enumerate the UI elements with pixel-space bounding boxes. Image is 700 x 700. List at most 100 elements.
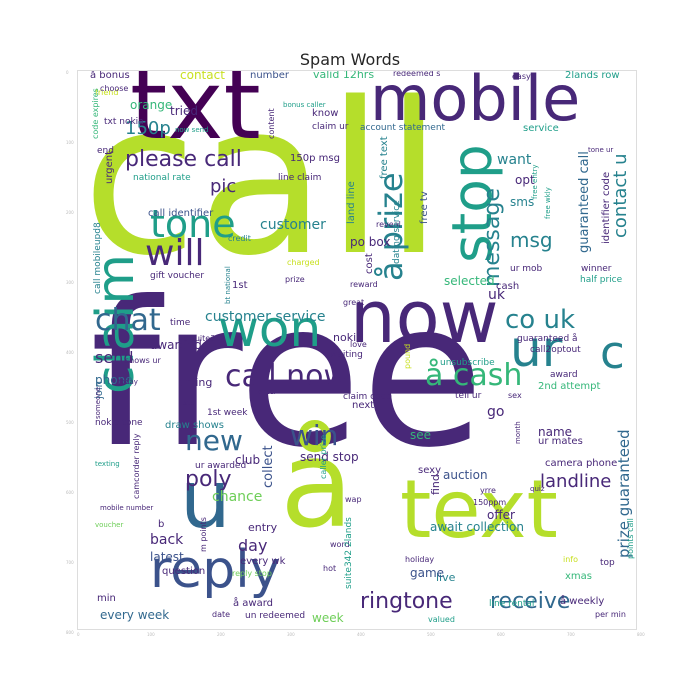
word: hot [323, 564, 337, 574]
word: go [487, 404, 505, 421]
word: gift voucher [150, 270, 205, 281]
word: today [118, 378, 138, 387]
word: charged [287, 258, 320, 268]
word: will [145, 232, 205, 274]
word: great [343, 298, 365, 308]
word: send [95, 348, 134, 368]
word: claim ur [312, 121, 349, 132]
word: 1st [232, 279, 248, 291]
word: win [290, 418, 339, 452]
word: customer [260, 217, 326, 234]
x-tick-label: 100 [147, 632, 155, 637]
word: claim code [343, 391, 392, 402]
word: call now [225, 359, 348, 395]
word: prize [285, 275, 305, 285]
word: line rental [489, 598, 535, 609]
word-cloud: call free txt mobile now text å reply claim stop w… [77, 70, 637, 630]
word: 150p msg [290, 152, 340, 164]
word: unsubscribe [440, 357, 495, 368]
word: name [538, 424, 573, 439]
word: awarded [150, 337, 202, 352]
word: min [97, 592, 116, 604]
word: ur [510, 320, 563, 378]
word: await collection [430, 519, 524, 534]
word: quiz [530, 485, 545, 494]
word: co uk [505, 304, 576, 335]
word: offer [487, 507, 515, 522]
word: std [183, 398, 196, 408]
word: holiday [405, 555, 435, 565]
word: enter [258, 388, 277, 397]
word: u [180, 453, 231, 547]
word: want [497, 152, 532, 169]
word: choose [100, 84, 129, 94]
word: date [212, 610, 231, 620]
word: latest [150, 549, 184, 564]
word: line claim [278, 172, 322, 183]
word: tone ur [588, 146, 614, 155]
word: shows ur [125, 356, 161, 366]
word: credit [228, 234, 251, 244]
word: number [250, 70, 290, 81]
word: 150p [125, 117, 171, 139]
word: won [218, 300, 322, 358]
word: tell ur [455, 390, 482, 401]
word: å cash [425, 358, 523, 394]
y-tick-label: 0 [66, 70, 69, 75]
word: txt nokia [104, 116, 144, 127]
x-tick-label: 700 [567, 632, 575, 637]
word: selected [444, 273, 495, 288]
word: back [150, 532, 184, 549]
word: friend [95, 88, 119, 98]
word: ringtone [360, 589, 453, 615]
word: chance [212, 489, 263, 506]
word: time [170, 317, 191, 328]
word: every week [100, 607, 170, 622]
plot-frame [77, 70, 637, 630]
word: phone [95, 372, 133, 387]
word: reveal [376, 220, 401, 230]
word: orange [130, 97, 173, 112]
word: national rate [133, 172, 191, 183]
word: landline [540, 470, 612, 492]
word: å weekly [560, 595, 605, 607]
word: chat [95, 303, 161, 339]
word: know [312, 107, 339, 119]
word: draw shows [165, 419, 224, 431]
word: now send [175, 126, 209, 135]
word: opt [515, 172, 535, 187]
word: msg [510, 227, 553, 252]
y-tick-label: 100 [66, 140, 74, 145]
x-tick-label: 0 [77, 632, 80, 637]
word: day [238, 536, 268, 556]
x-tick-label: 300 [287, 632, 295, 637]
word: hg suite342 [178, 334, 226, 344]
word: voucher [95, 521, 124, 530]
word: call [82, 70, 443, 302]
word: entry [248, 520, 278, 534]
y-tick-label: 300 [66, 280, 74, 285]
word: call2optout [530, 344, 581, 355]
word: week [312, 610, 344, 625]
word: bonus caller [283, 101, 326, 110]
word: new [185, 423, 243, 457]
word: half price [580, 274, 623, 285]
y-tick-label: 700 [66, 560, 74, 565]
word: mobile [370, 70, 581, 135]
y-tick-label: 200 [66, 210, 74, 215]
word: text [400, 463, 558, 557]
word: trying [180, 375, 213, 389]
word: mobile number [100, 504, 154, 513]
word: live [436, 570, 456, 584]
chart-title: Spam Words [299, 50, 401, 69]
word: b [158, 518, 165, 530]
y-tick-label: 500 [66, 420, 74, 425]
word: valued [428, 615, 455, 625]
x-tick-label: 200 [217, 632, 225, 637]
word: customer service [205, 309, 326, 326]
x-tick-label: 500 [427, 632, 435, 637]
word: poly [185, 467, 232, 493]
word: texting [95, 460, 120, 469]
word: å bonus [90, 70, 130, 81]
word: nokia tone [95, 417, 143, 428]
